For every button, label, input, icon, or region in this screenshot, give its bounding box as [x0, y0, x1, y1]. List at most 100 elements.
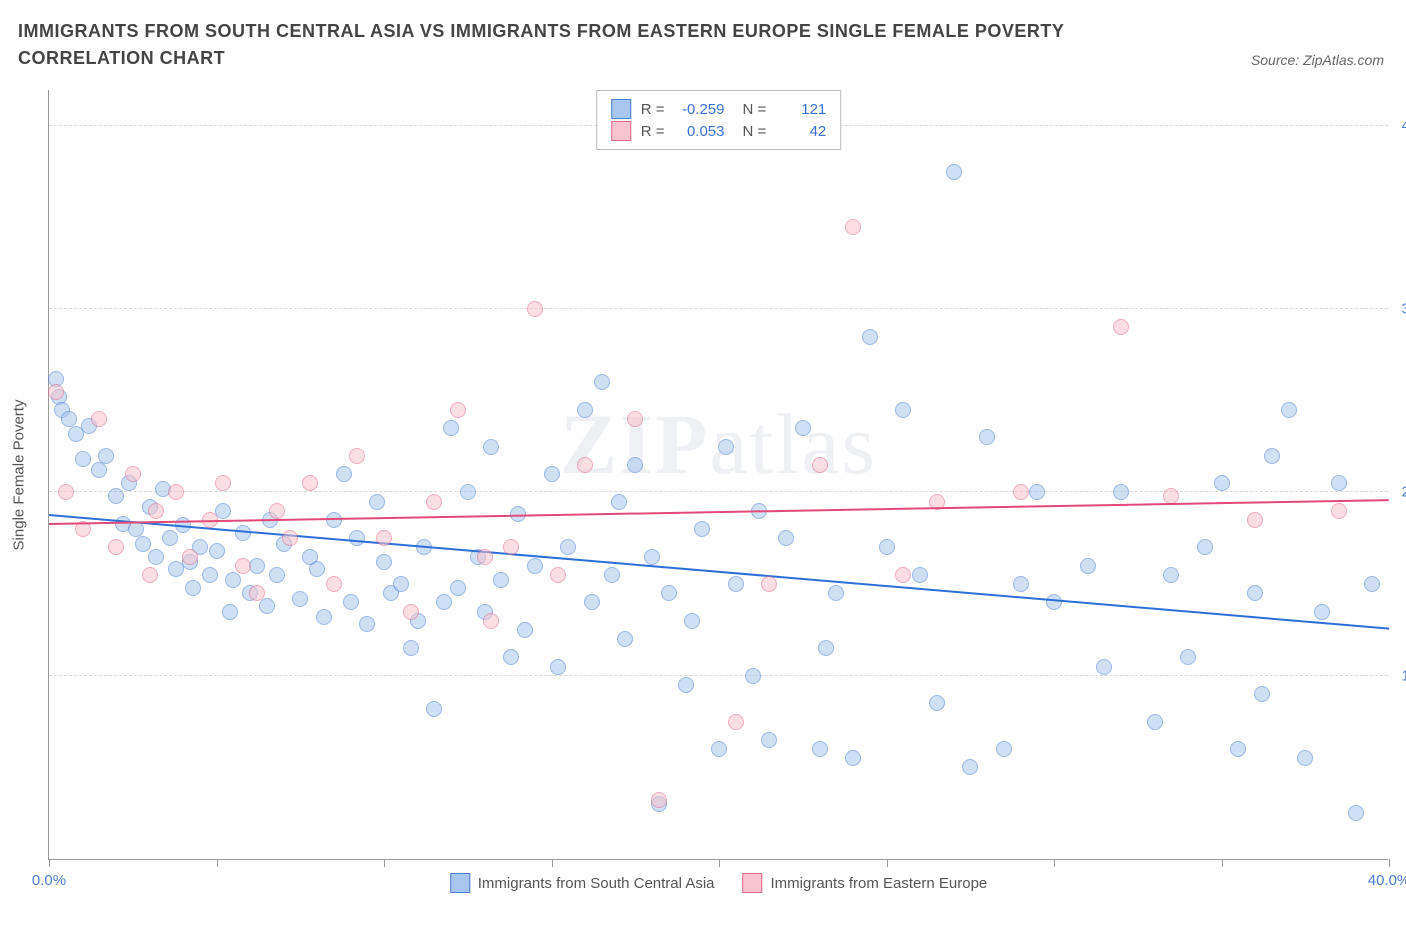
- data-point: [426, 701, 442, 717]
- r-value-2: 0.053: [675, 123, 725, 140]
- x-tick: [1389, 859, 1390, 867]
- chart-title: IMMIGRANTS FROM SOUTH CENTRAL ASIA VS IM…: [18, 18, 1118, 72]
- data-point: [326, 576, 342, 592]
- data-point: [550, 567, 566, 583]
- data-point: [895, 567, 911, 583]
- data-point: [627, 457, 643, 473]
- data-point: [376, 530, 392, 546]
- data-point: [1297, 750, 1313, 766]
- data-point: [493, 572, 509, 588]
- legend-item-2: Immigrants from Eastern Europe: [743, 873, 988, 893]
- n-label: N =: [743, 123, 767, 140]
- data-point: [403, 604, 419, 620]
- data-point: [718, 439, 734, 455]
- data-point: [503, 539, 519, 555]
- data-point: [678, 677, 694, 693]
- data-point: [1163, 488, 1179, 504]
- legend-row-series-2: R = 0.053 N = 42: [611, 121, 827, 141]
- data-point: [185, 580, 201, 596]
- data-point: [302, 549, 318, 565]
- data-point: [142, 567, 158, 583]
- x-tick: [384, 859, 385, 867]
- data-point: [795, 420, 811, 436]
- data-point: [745, 668, 761, 684]
- data-point: [450, 402, 466, 418]
- x-tick-label: 0.0%: [32, 872, 66, 889]
- gridline: [49, 491, 1388, 492]
- data-point: [1247, 585, 1263, 601]
- data-point: [728, 714, 744, 730]
- data-point: [1147, 714, 1163, 730]
- data-point: [577, 402, 593, 418]
- data-point: [996, 741, 1012, 757]
- data-point: [1113, 319, 1129, 335]
- x-tick: [1054, 859, 1055, 867]
- data-point: [98, 448, 114, 464]
- legend-item-1: Immigrants from South Central Asia: [450, 873, 715, 893]
- data-point: [544, 466, 560, 482]
- data-point: [1254, 686, 1270, 702]
- data-point: [912, 567, 928, 583]
- data-point: [550, 659, 566, 675]
- series-legend: Immigrants from South Central Asia Immig…: [450, 873, 988, 893]
- data-point: [584, 594, 600, 610]
- data-point: [302, 475, 318, 491]
- data-point: [1331, 503, 1347, 519]
- data-point: [162, 530, 178, 546]
- y-tick-label: 30.0%: [1401, 301, 1406, 318]
- data-point: [393, 576, 409, 592]
- data-point: [862, 329, 878, 345]
- trend-line: [49, 500, 1389, 526]
- data-point: [359, 616, 375, 632]
- data-point: [1180, 649, 1196, 665]
- data-point: [1029, 484, 1045, 500]
- data-point: [215, 475, 231, 491]
- data-point: [684, 613, 700, 629]
- x-tick: [1222, 859, 1223, 867]
- data-point: [182, 549, 198, 565]
- data-point: [1314, 604, 1330, 620]
- data-point: [316, 609, 332, 625]
- data-point: [879, 539, 895, 555]
- gridline: [49, 308, 1388, 309]
- x-tick-label: 40.0%: [1368, 872, 1406, 889]
- data-point: [249, 585, 265, 601]
- data-point: [1113, 484, 1129, 500]
- data-point: [527, 301, 543, 317]
- data-point: [604, 567, 620, 583]
- data-point: [269, 567, 285, 583]
- x-tick: [887, 859, 888, 867]
- data-point: [48, 384, 64, 400]
- data-point: [269, 503, 285, 519]
- n-value-2: 42: [776, 123, 826, 140]
- data-point: [1013, 576, 1029, 592]
- scatter-chart: ZIPatlas Single Female Poverty R = -0.25…: [48, 90, 1388, 860]
- data-point: [1080, 558, 1096, 574]
- data-point: [1264, 448, 1280, 464]
- trend-line: [49, 514, 1389, 630]
- y-tick-label: 10.0%: [1401, 667, 1406, 684]
- data-point: [91, 411, 107, 427]
- data-point: [436, 594, 452, 610]
- data-point: [483, 439, 499, 455]
- x-tick: [719, 859, 720, 867]
- data-point: [761, 732, 777, 748]
- r-label: R =: [641, 123, 665, 140]
- data-point: [215, 503, 231, 519]
- n-value-1: 121: [776, 101, 826, 118]
- data-point: [728, 576, 744, 592]
- swatch-pink-icon: [743, 873, 763, 893]
- y-tick-label: 40.0%: [1401, 117, 1406, 134]
- correlation-legend: R = -0.259 N = 121 R = 0.053 N = 42: [596, 90, 842, 150]
- data-point: [1197, 539, 1213, 555]
- data-point: [61, 411, 77, 427]
- data-point: [611, 494, 627, 510]
- swatch-pink-icon: [611, 121, 631, 141]
- data-point: [259, 598, 275, 614]
- x-tick: [552, 859, 553, 867]
- data-point: [349, 530, 365, 546]
- n-label: N =: [743, 101, 767, 118]
- data-point: [694, 521, 710, 537]
- data-point: [594, 374, 610, 390]
- data-point: [376, 554, 392, 570]
